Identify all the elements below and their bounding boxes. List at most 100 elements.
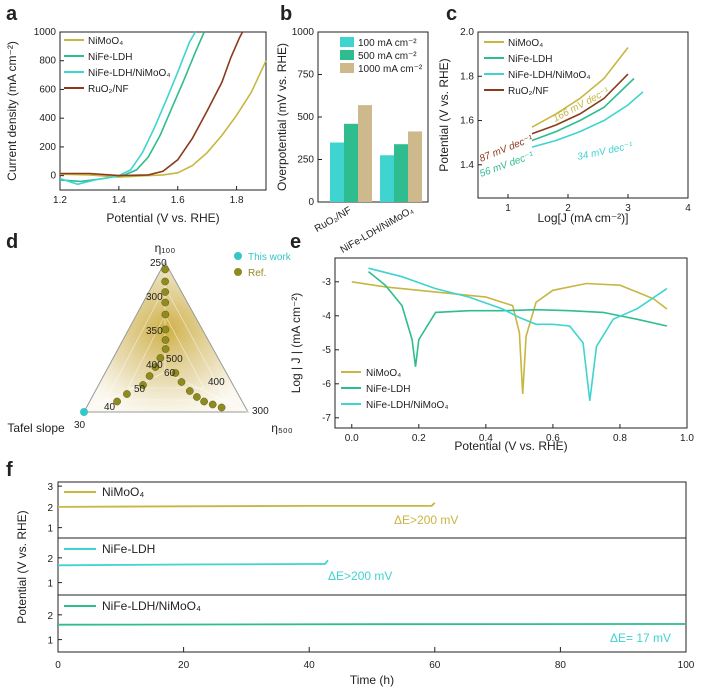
ref-point-3 — [161, 298, 170, 307]
bar-0-0 — [330, 142, 344, 202]
panel-a-ytick-label: 800 — [39, 56, 56, 67]
ref-point-15 — [193, 393, 201, 401]
panel-a-xtick-label: 1.8 — [230, 195, 244, 206]
panel-c-ytick-label: 2.0 — [460, 27, 474, 38]
panel-f-xtick-label: 20 — [178, 660, 190, 671]
panel-f-x-ticks: 0 20 40 60 80 100 — [55, 647, 695, 671]
ternary-tick-labels: 250 300 350 400 500 60 50 40 30 400 300 — [74, 258, 269, 431]
panel-c-x-ticks: 1 2 3 4 — [505, 194, 691, 214]
panel-c-series-line-0 — [531, 47, 629, 128]
panel-f-legends: NiMoO₄ NiFe-LDH NiFe-LDH/NiMoO₄ — [64, 485, 201, 613]
panel-c-xtick-label: 1 — [505, 203, 511, 214]
stability-line-0 — [57, 502, 436, 508]
panel-f-ylabel: Potential (V vs. RHE) — [15, 510, 29, 623]
ref-point-11 — [139, 381, 147, 389]
panel-e-series-line-1 — [367, 270, 668, 367]
ternary-grid-2 — [127, 314, 205, 389]
stability-note-nimoo4: ΔE>200 mV — [394, 513, 458, 527]
panel-e-ytick-label: -4 — [322, 311, 331, 322]
panel-f-ytick-label: 3 — [47, 482, 53, 493]
ref-point-19 — [208, 400, 217, 409]
panel-e-series-line-0 — [351, 281, 668, 395]
panel-c-xlabel: Log[J (mA cm⁻²)] — [537, 211, 628, 225]
panel-label-e: e — [290, 231, 301, 253]
legend-label-1000: 1000 mA cm⁻² — [358, 64, 423, 75]
panel-d-points — [80, 265, 226, 416]
panel-c-ylabel: Potential (V vs. RHE) — [437, 58, 451, 171]
panel-c-xtick-label: 3 — [625, 203, 631, 214]
legend-label-ruo2: RuO₂/NF — [508, 86, 549, 97]
legend-swatch-500 — [340, 50, 354, 60]
ref-point-7 — [161, 345, 170, 353]
panel-b-legend: 100 mA cm⁻² 500 mA cm⁻² 1000 mA cm⁻² — [340, 37, 423, 75]
panel-f: f 1 2 3 1 2 1 2 0 20 40 60 80 100 Time (h) Potentia… — [6, 459, 695, 687]
stability-note-nife-nimoo4: ΔE= 17 mV — [610, 631, 671, 645]
legend-marker-this-work — [234, 252, 242, 260]
panel-e-xtick-label: 1.0 — [680, 433, 694, 444]
panel-e-ytick-label: -6 — [322, 379, 331, 390]
bar-1-1 — [394, 144, 408, 202]
ref-point-13 — [177, 378, 186, 386]
legend-label-ref: Ref. — [248, 268, 266, 279]
ternary-grid-1 — [105, 286, 227, 401]
panel-a-y-ticks: 0 200 400 600 800 1000 — [34, 27, 64, 182]
ref-point-5 — [161, 325, 170, 334]
ternary-tick-400-right: 400 — [208, 377, 225, 388]
ternary-tick-50: 50 — [134, 384, 146, 395]
panel-e-xtick-label: 0.0 — [345, 433, 359, 444]
panel-d: d η₁₀₀ η₅₀₀ Tafel slope 250 300 350 400 … — [6, 231, 293, 435]
panel-e-x-ticks: 0.0 0.2 0.4 0.6 0.8 1.0 — [345, 424, 694, 444]
panel-f-xlabel: Time (h) — [350, 673, 394, 687]
panel-c-y-ticks: 1.4 1.6 1.8 2.0 — [460, 27, 482, 171]
panel-c-ytick-label: 1.8 — [460, 71, 474, 82]
ternary-tick-30: 30 — [74, 420, 86, 431]
panel-e: e -3 -4 -5 -6 -7 0.0 0.2 0.4 0.6 0.8 1.0 Potentia… — [289, 231, 694, 453]
ternary-tick-250: 250 — [150, 258, 167, 269]
ternary-axis-line-right — [164, 371, 249, 413]
ternary-tick-500: 500 — [166, 354, 183, 365]
legend-label-nife: NiFe-LDH — [88, 52, 132, 63]
panel-f-xtick-label: 0 — [55, 660, 61, 671]
panel-label-c: c — [446, 3, 457, 25]
panel-e-xtick-label: 0.8 — [613, 433, 627, 444]
panel-f-rows: 1 2 3 1 2 1 2 — [47, 482, 687, 647]
ternary-tick-40: 40 — [104, 402, 116, 413]
panel-e-y-ticks: -3 -4 -5 -6 -7 — [322, 277, 339, 424]
panel-e-legend: NiMoO₄ NiFe-LDH NiFe-LDH/NiMoO₄ — [341, 368, 448, 411]
ref-point-20 — [217, 403, 226, 412]
ref-point-17 — [113, 397, 121, 406]
ternary-tick-60: 60 — [164, 368, 176, 379]
panel-e-xtick-label: 0.6 — [546, 433, 560, 444]
panel-e-ytick-label: -5 — [322, 345, 331, 356]
ternary-tick-300-right: 300 — [252, 406, 269, 417]
ternary-axis-right: η₅₀₀ — [271, 421, 292, 435]
panel-f-xtick-label: 80 — [555, 660, 567, 671]
panel-e-series-line-2 — [368, 267, 668, 401]
legend-label-nife-nimoo4: NiFe-LDH/NiMoO₄ — [102, 599, 201, 613]
panel-d-legend: This work Ref. — [234, 252, 292, 279]
ref-point-18 — [200, 397, 208, 406]
ref-point-0 — [161, 265, 169, 274]
panel-a-ytick-label: 200 — [39, 142, 56, 153]
panel-c: c 1.4 1.6 1.8 2.0 1 2 3 4 Log[J (mA cm⁻²)] Pot… — [437, 3, 691, 225]
legend-label-nimoo4: NiMoO₄ — [508, 38, 543, 49]
this-work-point-0 — [80, 408, 88, 416]
panel-a-ylabel: Current density (mA cm⁻²) — [5, 41, 19, 181]
ref-point-14 — [185, 387, 194, 395]
panel-b-ytick-label: 0 — [308, 197, 314, 208]
ref-point-16 — [123, 390, 131, 398]
panel-a-frame — [59, 31, 267, 191]
panel-f-xtick-label: 100 — [678, 660, 695, 671]
panel-a-ytick-label: 600 — [39, 84, 56, 95]
panel-a-legend: NiMoO₄ NiFe-LDH NiFe-LDH/NiMoO₄ RuO₂/NF — [64, 36, 170, 95]
panel-e-xlabel: Potential (V vs. RHE) — [454, 439, 567, 453]
panel-c-series-line-2 — [531, 77, 635, 142]
panel-e-xtick-label: 0.4 — [479, 433, 493, 444]
ref-point-8 — [156, 354, 165, 362]
bar-1-0 — [380, 155, 394, 202]
ternary-axis-top: η₁₀₀ — [155, 241, 176, 255]
legend-label-nife-nimoo4: NiFe-LDH/NiMoO₄ — [366, 400, 448, 411]
panel-f-ytick-label: 2 — [47, 503, 53, 514]
panel-c-series-line-3 — [531, 91, 644, 148]
